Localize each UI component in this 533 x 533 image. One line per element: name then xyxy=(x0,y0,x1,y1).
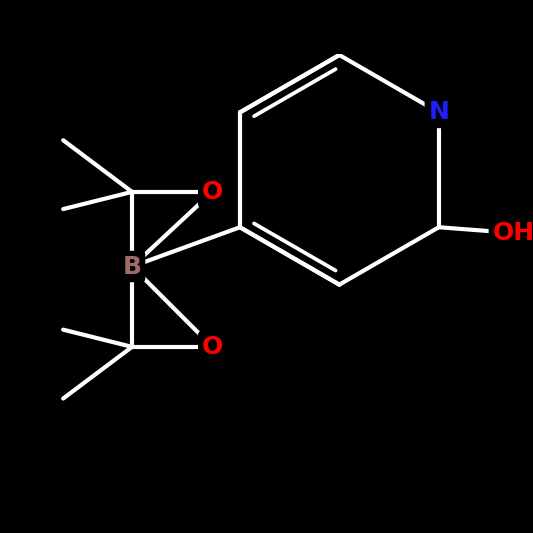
Text: O: O xyxy=(202,180,223,204)
Text: OH: OH xyxy=(492,221,533,245)
Text: B: B xyxy=(123,254,142,279)
Text: N: N xyxy=(429,100,449,124)
Text: O: O xyxy=(202,335,223,359)
